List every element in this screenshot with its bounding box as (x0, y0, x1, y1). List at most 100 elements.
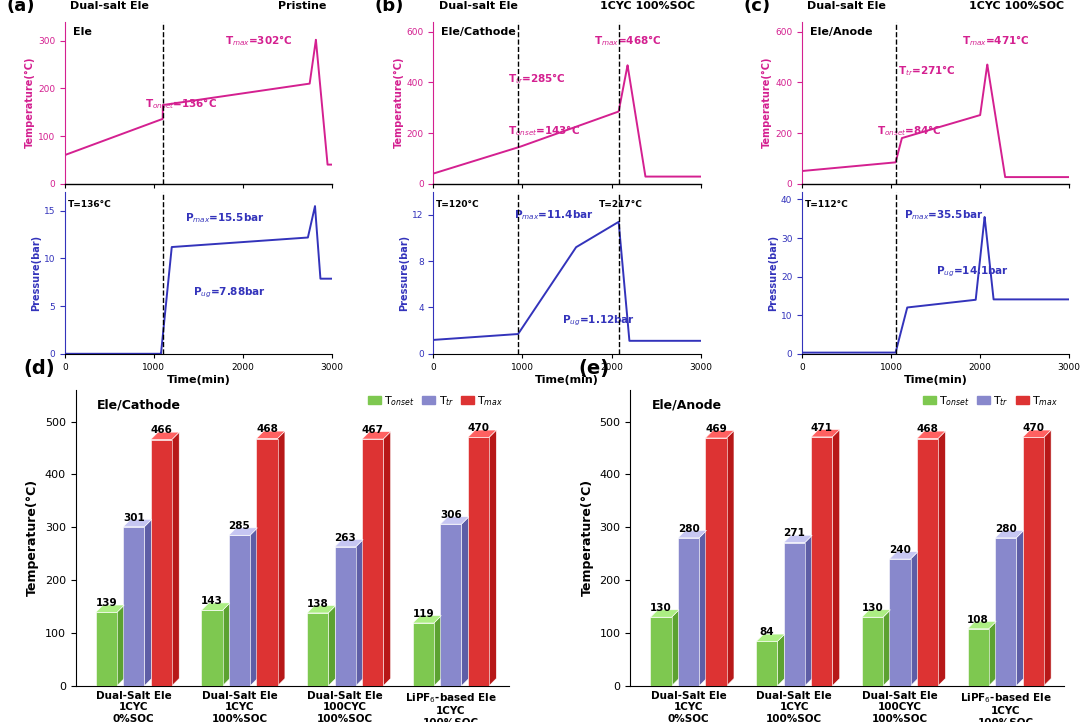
Polygon shape (939, 431, 945, 686)
Bar (229, 535, 251, 686)
Text: (e): (e) (579, 359, 609, 378)
Text: P$_{max}$=11.4bar: P$_{max}$=11.4bar (514, 208, 593, 222)
Polygon shape (468, 430, 497, 438)
Bar (413, 623, 434, 686)
Text: 138: 138 (307, 599, 328, 609)
Y-axis label: Temperature(°C): Temperature(°C) (26, 479, 39, 596)
Polygon shape (995, 531, 1024, 538)
Polygon shape (355, 539, 363, 686)
Y-axis label: Temperature(°C): Temperature(°C) (393, 57, 404, 149)
Text: 271: 271 (783, 529, 806, 539)
Bar (811, 437, 833, 686)
Text: 119: 119 (413, 609, 434, 619)
Polygon shape (778, 634, 785, 686)
Text: 1CYC 100%SOC: 1CYC 100%SOC (600, 1, 696, 11)
Text: 263: 263 (335, 533, 356, 543)
Polygon shape (968, 622, 996, 629)
X-axis label: Time(min): Time(min) (166, 375, 230, 385)
X-axis label: Time(min): Time(min) (904, 375, 968, 385)
Bar (307, 613, 328, 686)
Polygon shape (145, 519, 151, 686)
X-axis label: Time(min): Time(min) (535, 375, 599, 385)
Text: Dual-salt Ele: Dual-salt Ele (808, 1, 887, 11)
Bar (123, 527, 145, 686)
Bar (650, 617, 672, 686)
Polygon shape (989, 622, 996, 686)
Text: Pristine: Pristine (279, 1, 326, 11)
Text: 1CYC 100%SOC: 1CYC 100%SOC (969, 1, 1064, 11)
Text: 240: 240 (889, 545, 910, 554)
Polygon shape (1016, 531, 1024, 686)
Text: 130: 130 (650, 603, 672, 613)
Polygon shape (256, 431, 285, 438)
Y-axis label: Temperature(°C): Temperature(°C) (581, 479, 594, 596)
Polygon shape (756, 634, 785, 642)
Bar (256, 438, 278, 686)
Text: P$_{max}$=35.5bar: P$_{max}$=35.5bar (904, 208, 983, 222)
Text: P$_{ug}$=1.12bar: P$_{ug}$=1.12bar (562, 313, 635, 328)
Bar (201, 610, 222, 686)
Polygon shape (117, 605, 124, 686)
Text: 469: 469 (705, 424, 727, 434)
Text: Ele/Anode: Ele/Anode (652, 399, 723, 412)
Text: P$_{ug}$=14.1bar: P$_{ug}$=14.1bar (935, 265, 1009, 279)
Polygon shape (705, 430, 734, 438)
Polygon shape (172, 432, 179, 686)
Polygon shape (150, 432, 179, 440)
Legend: T$_{onset}$, T$_{tr}$, T$_{max}$: T$_{onset}$, T$_{tr}$, T$_{max}$ (918, 389, 1063, 412)
Text: Dual-salt Ele: Dual-salt Ele (438, 1, 517, 11)
Polygon shape (96, 605, 124, 612)
Y-axis label: Pressure(bar): Pressure(bar) (768, 235, 778, 311)
Text: T$_{max}$=471°C: T$_{max}$=471°C (962, 33, 1030, 48)
Polygon shape (699, 531, 706, 686)
Text: T=217°C: T=217°C (599, 200, 643, 209)
Polygon shape (201, 603, 230, 610)
Legend: T$_{onset}$, T$_{tr}$, T$_{max}$: T$_{onset}$, T$_{tr}$, T$_{max}$ (363, 389, 508, 412)
Text: (a): (a) (6, 0, 35, 15)
Text: T$_{onset}$=136°C: T$_{onset}$=136°C (145, 96, 217, 110)
Text: Ele/Cathode: Ele/Cathode (442, 27, 516, 37)
Bar (441, 524, 461, 686)
Polygon shape (727, 430, 734, 686)
Bar (968, 629, 989, 686)
Bar (96, 612, 117, 686)
Polygon shape (362, 432, 391, 439)
Text: 84: 84 (759, 627, 774, 638)
Polygon shape (434, 616, 442, 686)
Text: Ele/Cathode: Ele/Cathode (97, 399, 181, 412)
Text: T$_{max}$=302°C: T$_{max}$=302°C (225, 33, 293, 48)
Text: (d): (d) (24, 359, 55, 378)
Text: (b): (b) (375, 0, 404, 15)
Bar (917, 438, 939, 686)
Polygon shape (222, 603, 230, 686)
Text: 130: 130 (862, 603, 883, 613)
Polygon shape (1043, 430, 1051, 686)
Text: 467: 467 (362, 425, 383, 435)
Polygon shape (889, 552, 918, 559)
Y-axis label: Temperature(°C): Temperature(°C) (762, 57, 772, 149)
Text: 470: 470 (468, 423, 489, 433)
Polygon shape (784, 535, 812, 543)
Bar (756, 642, 778, 686)
Text: 139: 139 (95, 599, 117, 608)
Y-axis label: Pressure(bar): Pressure(bar) (31, 235, 41, 311)
Text: T$_{onset}$=143°C: T$_{onset}$=143°C (509, 123, 580, 139)
Text: 306: 306 (440, 510, 462, 520)
Bar (705, 438, 727, 686)
Bar (362, 439, 383, 686)
Text: Dual-salt Ele: Dual-salt Ele (70, 1, 149, 11)
Polygon shape (917, 431, 945, 438)
Bar (889, 559, 910, 686)
Polygon shape (678, 531, 706, 538)
Bar (784, 543, 805, 686)
Text: 468: 468 (256, 425, 278, 435)
Polygon shape (413, 616, 442, 623)
Bar (995, 538, 1016, 686)
Text: 468: 468 (917, 425, 939, 435)
Bar (150, 440, 172, 686)
Text: T$_{tr}$=285°C: T$_{tr}$=285°C (509, 71, 566, 87)
Polygon shape (123, 519, 151, 527)
Text: T=136°C: T=136°C (67, 200, 111, 209)
Polygon shape (251, 528, 257, 686)
Polygon shape (805, 535, 812, 686)
